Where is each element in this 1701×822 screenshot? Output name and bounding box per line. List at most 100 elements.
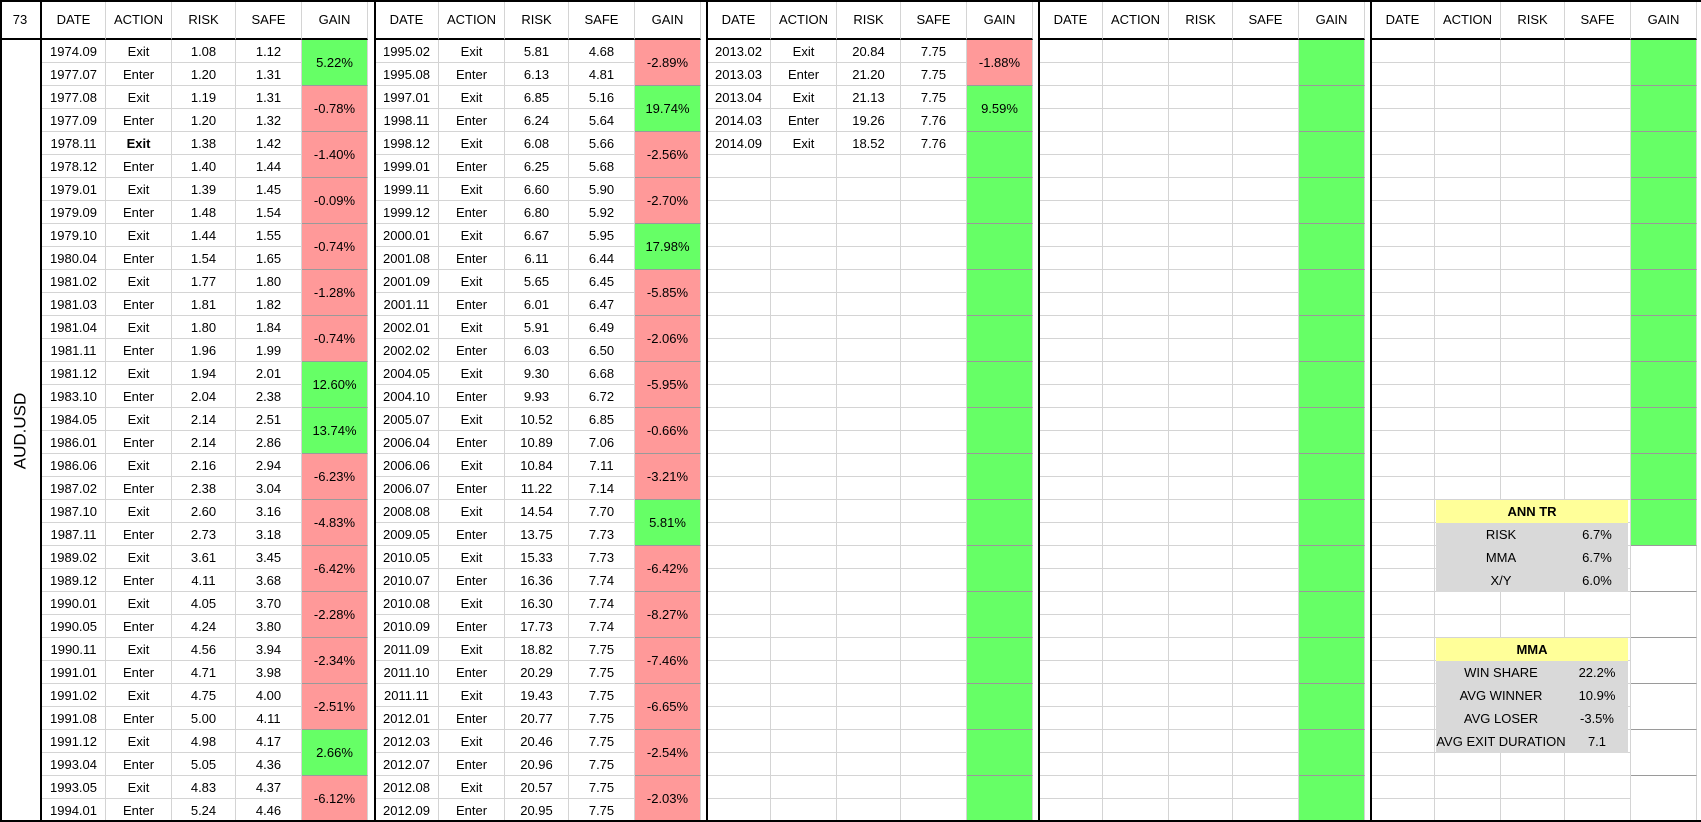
table-cell-action[interactable]	[1435, 454, 1501, 477]
table-cell-date[interactable]: 2012.07	[375, 753, 439, 776]
table-cell-action[interactable]: Enter	[106, 339, 172, 362]
table-cell-safe[interactable]: 7.75	[569, 730, 635, 753]
table-cell-safe[interactable]: 7.75	[569, 799, 635, 822]
table-cell-date[interactable]: 1986.01	[42, 431, 106, 454]
table-cell-risk[interactable]: 5.91	[505, 316, 569, 339]
table-cell-risk[interactable]	[1501, 339, 1565, 362]
table-cell-risk[interactable]	[1501, 224, 1565, 247]
table-cell-risk[interactable]: 1.40	[172, 155, 236, 178]
table-cell-date[interactable]	[707, 270, 771, 293]
header-date[interactable]: DATE	[42, 0, 106, 40]
table-cell-date[interactable]: 1990.05	[42, 615, 106, 638]
gain-cell[interactable]: -2.28%	[302, 592, 368, 638]
table-cell-action[interactable]	[1435, 293, 1501, 316]
table-cell-action[interactable]: Exit	[106, 684, 172, 707]
table-cell-safe[interactable]: 1.44	[236, 155, 302, 178]
table-cell-safe[interactable]: 3.45	[236, 546, 302, 569]
table-cell-risk[interactable]: 16.36	[505, 569, 569, 592]
table-cell-risk[interactable]: 1.96	[172, 339, 236, 362]
table-cell-date[interactable]: 2006.04	[375, 431, 439, 454]
gain-cell[interactable]: -2.54%	[635, 730, 701, 776]
table-cell-date[interactable]: 2001.09	[375, 270, 439, 293]
table-cell-action[interactable]: Exit	[106, 362, 172, 385]
table-cell-action[interactable]	[771, 569, 837, 592]
table-cell-date[interactable]	[1039, 454, 1103, 477]
table-cell-action[interactable]	[1435, 339, 1501, 362]
table-cell-safe[interactable]: 3.98	[236, 661, 302, 684]
table-cell-date[interactable]: 1990.01	[42, 592, 106, 615]
table-cell-date[interactable]: 2002.01	[375, 316, 439, 339]
table-cell-action[interactable]: Exit	[106, 270, 172, 293]
table-cell-action[interactable]	[771, 615, 837, 638]
gain-cell[interactable]: -6.12%	[302, 776, 368, 822]
table-cell-action[interactable]: Enter	[106, 293, 172, 316]
table-cell-date[interactable]	[1371, 408, 1435, 431]
table-cell-date[interactable]	[1039, 592, 1103, 615]
table-cell-date[interactable]: 2010.07	[375, 569, 439, 592]
table-cell-risk[interactable]	[837, 661, 901, 684]
table-cell-risk[interactable]: 6.01	[505, 293, 569, 316]
table-cell-date[interactable]: 2012.08	[375, 776, 439, 799]
table-cell-safe[interactable]: 1.31	[236, 86, 302, 109]
table-cell-action[interactable]: Enter	[439, 201, 505, 224]
table-cell-date[interactable]	[1371, 385, 1435, 408]
table-cell-safe[interactable]: 7.14	[569, 477, 635, 500]
table-cell-safe[interactable]	[901, 270, 967, 293]
table-cell-risk[interactable]	[837, 270, 901, 293]
gain-cell[interactable]	[1299, 270, 1365, 316]
table-cell-action[interactable]	[1435, 224, 1501, 247]
table-cell-date[interactable]	[1039, 316, 1103, 339]
gain-cell[interactable]	[1631, 224, 1697, 270]
table-cell-action[interactable]: Enter	[106, 109, 172, 132]
table-cell-safe[interactable]	[1565, 316, 1631, 339]
gain-cell[interactable]	[1631, 408, 1697, 454]
table-cell-risk[interactable]	[837, 707, 901, 730]
table-cell-action[interactable]: Exit	[106, 546, 172, 569]
table-cell-risk[interactable]	[1501, 799, 1565, 822]
table-cell-date[interactable]: 2011.09	[375, 638, 439, 661]
table-cell-date[interactable]	[1371, 316, 1435, 339]
table-cell-action[interactable]: Enter	[439, 431, 505, 454]
gain-cell[interactable]	[967, 132, 1033, 178]
table-cell-safe[interactable]: 1.31	[236, 63, 302, 86]
gain-cell[interactable]: 13.74%	[302, 408, 368, 454]
gain-cell[interactable]	[1631, 454, 1697, 500]
table-cell-risk[interactable]: 18.82	[505, 638, 569, 661]
table-cell-risk[interactable]: 3.61	[172, 546, 236, 569]
table-cell-safe[interactable]: 1.45	[236, 178, 302, 201]
header-risk[interactable]: RISK	[1501, 0, 1565, 40]
table-cell-action[interactable]: Enter	[439, 63, 505, 86]
table-cell-action[interactable]: Exit	[439, 454, 505, 477]
gain-cell[interactable]: -2.03%	[635, 776, 701, 822]
table-cell-date[interactable]	[1039, 132, 1103, 155]
table-cell-safe[interactable]	[901, 615, 967, 638]
table-cell-risk[interactable]: 4.71	[172, 661, 236, 684]
table-cell-safe[interactable]	[901, 201, 967, 224]
table-cell-action[interactable]: Enter	[106, 753, 172, 776]
table-cell-risk[interactable]	[1169, 431, 1233, 454]
table-cell-date[interactable]: 1987.10	[42, 500, 106, 523]
table-cell-date[interactable]	[707, 592, 771, 615]
table-cell-action[interactable]	[1435, 40, 1501, 63]
table-cell-safe[interactable]	[1233, 500, 1299, 523]
gain-cell[interactable]: -2.56%	[635, 132, 701, 178]
table-cell-safe[interactable]	[901, 178, 967, 201]
table-cell-date[interactable]	[1039, 500, 1103, 523]
gain-cell[interactable]	[1299, 132, 1365, 178]
gain-cell[interactable]	[1299, 730, 1365, 776]
header-action[interactable]: ACTION	[1103, 0, 1169, 40]
table-cell-date[interactable]	[1371, 247, 1435, 270]
table-cell-date[interactable]: 1993.05	[42, 776, 106, 799]
table-cell-safe[interactable]: 4.11	[236, 707, 302, 730]
table-cell-action[interactable]: Exit	[106, 408, 172, 431]
table-cell-risk[interactable]	[1501, 86, 1565, 109]
table-cell-safe[interactable]	[901, 799, 967, 822]
table-cell-date[interactable]	[707, 500, 771, 523]
table-cell-risk[interactable]: 4.98	[172, 730, 236, 753]
table-cell-risk[interactable]	[1501, 201, 1565, 224]
table-cell-safe[interactable]: 7.75	[901, 40, 967, 63]
table-cell-date[interactable]: 2005.07	[375, 408, 439, 431]
table-cell-safe[interactable]	[1565, 477, 1631, 500]
table-cell-safe[interactable]: 6.68	[569, 362, 635, 385]
table-cell-safe[interactable]	[901, 316, 967, 339]
